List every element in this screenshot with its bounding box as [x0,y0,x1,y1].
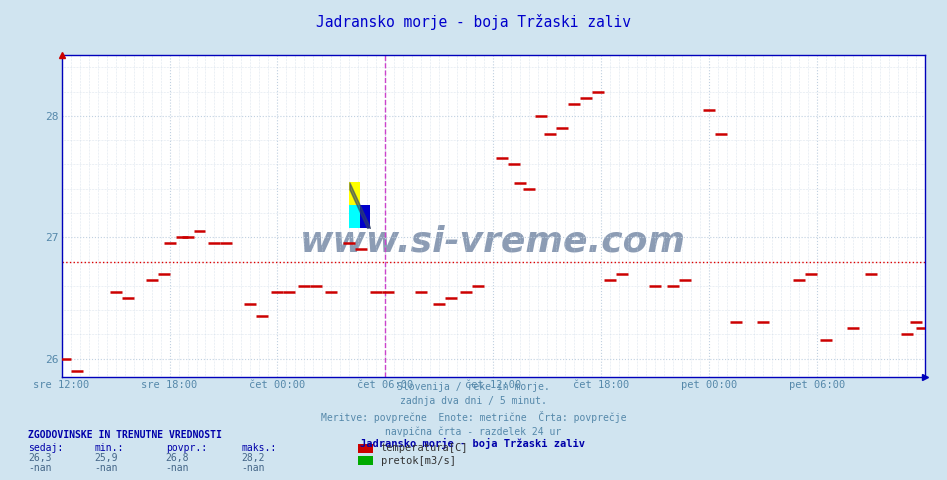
Text: www.si-vreme.com: www.si-vreme.com [300,225,687,259]
Text: ZGODOVINSKE IN TRENUTNE VREDNOSTI: ZGODOVINSKE IN TRENUTNE VREDNOSTI [28,430,223,440]
Text: min.:: min.: [95,443,124,453]
Text: -nan: -nan [166,463,189,473]
Bar [360,205,370,228]
Text: povpr.:: povpr.: [166,443,206,453]
Text: sedaj:: sedaj: [28,443,63,453]
Text: pretok[m3/s]: pretok[m3/s] [381,456,456,466]
Text: 28,2: 28,2 [241,453,265,463]
Text: -nan: -nan [241,463,265,473]
Text: Jadransko morje - boja Tržaski zaliv: Jadransko morje - boja Tržaski zaliv [360,438,585,449]
Text: maks.:: maks.: [241,443,277,453]
Text: Jadransko morje - boja Tržaski zaliv: Jadransko morje - boja Tržaski zaliv [316,14,631,30]
Text: -nan: -nan [95,463,118,473]
Text: Slovenija / reke in morje.
zadnja dva dni / 5 minut.
Meritve: povprečne  Enote: : Slovenija / reke in morje. zadnja dva dn… [321,382,626,437]
Bar [349,205,360,228]
Text: 26,3: 26,3 [28,453,52,463]
Text: 26,8: 26,8 [166,453,189,463]
Bar [349,182,360,205]
Text: -nan: -nan [28,463,52,473]
Text: 25,9: 25,9 [95,453,118,463]
Text: temperatura[C]: temperatura[C] [381,444,468,453]
